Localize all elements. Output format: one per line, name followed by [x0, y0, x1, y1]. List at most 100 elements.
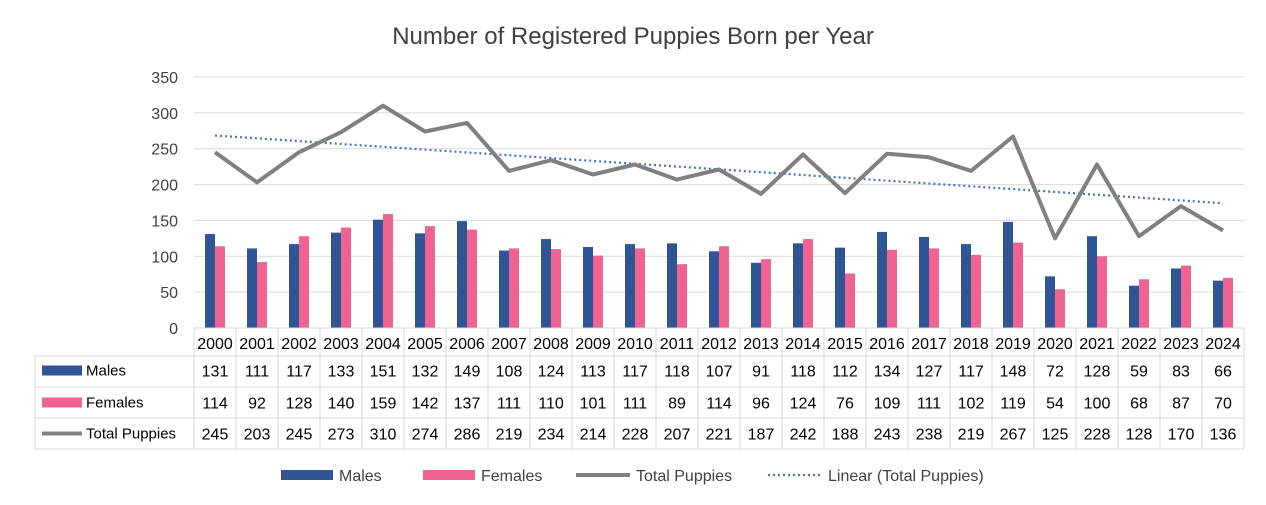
- data-label: 274: [412, 427, 439, 444]
- data-label: 219: [496, 427, 523, 444]
- bar-females: [1181, 265, 1191, 328]
- data-label: 267: [1000, 427, 1027, 444]
- data-label: 132: [412, 364, 439, 381]
- x-tick-label: 2009: [575, 336, 611, 353]
- bar-males: [457, 221, 467, 328]
- x-tick-label: 2014: [785, 336, 821, 353]
- y-tick-label: 250: [151, 142, 178, 159]
- table-legend-key: [42, 397, 82, 408]
- y-tick-label: 150: [151, 213, 178, 230]
- x-tick-label: 2002: [281, 336, 317, 353]
- data-label: 89: [668, 396, 686, 413]
- data-label: 151: [370, 364, 397, 381]
- data-label: 110: [538, 396, 564, 413]
- data-label: 207: [664, 427, 691, 444]
- bar-females: [761, 259, 771, 328]
- data-label: 91: [752, 364, 770, 381]
- x-tick-label: 2003: [323, 336, 359, 353]
- bar-males: [415, 233, 425, 328]
- data-label: 114: [706, 396, 732, 413]
- data-label: 108: [496, 364, 523, 381]
- bar-males: [1129, 285, 1139, 328]
- data-label: 128: [1084, 364, 1111, 381]
- legend-label: Linear (Total Puppies): [828, 468, 984, 485]
- bar-males: [247, 248, 257, 328]
- bar-males: [961, 244, 971, 328]
- x-tick-label: 2018: [953, 336, 989, 353]
- legend-label: Males: [339, 468, 382, 485]
- x-tick-label: 2011: [660, 336, 695, 353]
- bar-females: [467, 229, 477, 328]
- data-label: 111: [917, 396, 941, 413]
- data-label: 101: [580, 396, 607, 413]
- data-label: 111: [245, 364, 269, 381]
- legend-swatch: [423, 470, 475, 480]
- bar-females: [971, 254, 981, 328]
- table-row-label: Total Puppies: [86, 426, 176, 443]
- data-label: 243: [874, 427, 901, 444]
- bar-males: [499, 250, 509, 328]
- chart-title: Number of Registered Puppies Born per Ye…: [392, 23, 874, 50]
- data-label: 68: [1130, 396, 1148, 413]
- bar-females: [425, 226, 435, 328]
- bar-females: [1097, 256, 1107, 328]
- x-tick-label: 2015: [827, 336, 863, 353]
- data-label: 214: [580, 427, 607, 444]
- data-label: 96: [752, 396, 770, 413]
- data-label: 70: [1214, 396, 1232, 413]
- data-label: 142: [412, 396, 439, 413]
- data-label: 136: [1210, 427, 1237, 444]
- data-label: 228: [1084, 427, 1111, 444]
- legend-swatch: [281, 470, 333, 480]
- data-label: 125: [1042, 427, 1069, 444]
- x-tick-label: 2010: [617, 336, 653, 353]
- data-label: 124: [790, 396, 817, 413]
- bar-females: [1055, 289, 1065, 328]
- x-tick-label: 2017: [911, 336, 947, 353]
- bar-males: [709, 251, 719, 328]
- bar-males: [1171, 268, 1181, 328]
- y-tick-label: 100: [151, 249, 178, 266]
- data-label: 92: [248, 396, 266, 413]
- bar-females: [803, 239, 813, 328]
- bar-males: [373, 219, 383, 328]
- data-label: 117: [286, 364, 312, 381]
- bar-males: [667, 243, 677, 328]
- bar-males: [919, 236, 929, 328]
- data-label: 170: [1168, 427, 1195, 444]
- data-label: 112: [832, 364, 858, 381]
- data-label: 111: [623, 396, 647, 413]
- bar-males: [1087, 236, 1097, 328]
- bar-males: [625, 244, 635, 328]
- data-label: 159: [370, 396, 397, 413]
- legend-label: Total Puppies: [636, 468, 732, 485]
- bar-males: [751, 262, 761, 328]
- data-label: 140: [328, 396, 355, 413]
- bar-females: [1223, 277, 1233, 328]
- data-label: 188: [832, 427, 859, 444]
- data-label: 124: [538, 364, 565, 381]
- bar-males: [793, 243, 803, 328]
- data-label: 109: [874, 396, 901, 413]
- data-label: 107: [706, 364, 733, 381]
- data-label: 128: [286, 396, 313, 413]
- data-label: 76: [836, 396, 854, 413]
- bar-males: [1045, 276, 1055, 328]
- x-tick-label: 2008: [533, 336, 569, 353]
- y-tick-label: 350: [151, 70, 178, 87]
- data-label: 102: [958, 396, 985, 413]
- table-row-label: Females: [86, 395, 144, 412]
- x-tick-label: 2001: [239, 336, 275, 353]
- bar-males: [1003, 221, 1013, 328]
- x-tick-label: 2012: [701, 336, 737, 353]
- bar-males: [1213, 280, 1223, 328]
- x-tick-label: 2020: [1037, 336, 1073, 353]
- bar-males: [541, 239, 551, 328]
- data-label: 131: [202, 364, 229, 381]
- y-axis: 0 50 100 150 200 250 300 350: [151, 70, 178, 338]
- bar-females: [299, 236, 309, 328]
- data-label: 228: [622, 427, 649, 444]
- data-label: 245: [286, 427, 313, 444]
- bar-females: [719, 246, 729, 328]
